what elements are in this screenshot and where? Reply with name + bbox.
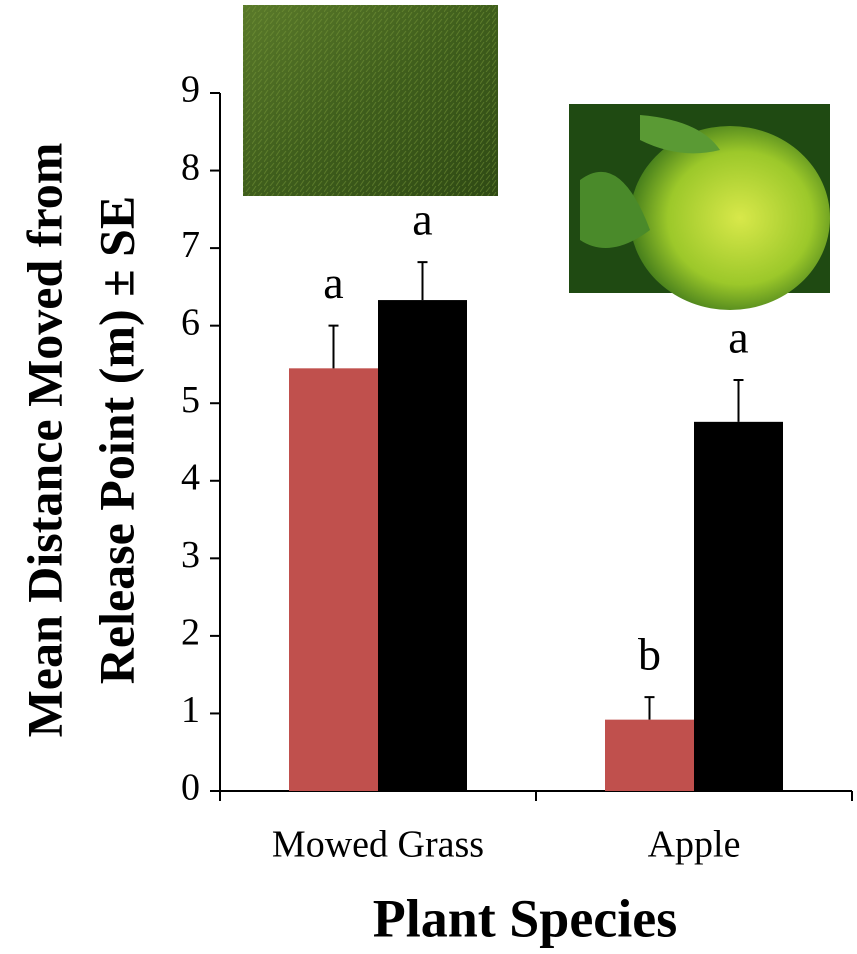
y-tick-label: 0 [181,767,200,809]
significance-letter: a [412,194,432,245]
y-tick-label: 2 [181,612,200,654]
significance-letter: b [638,629,661,680]
x-tick-label: Apple [648,824,741,866]
y-tick-label: 3 [181,534,200,576]
bar [378,300,467,791]
error-bar [645,697,655,719]
error-bar [734,380,744,422]
chart: Mean Distance Moved from Release Point (… [0,0,857,954]
x-axis-title: Plant Species [373,888,678,948]
bar [694,422,783,791]
bar [605,720,694,791]
bar [289,368,378,791]
x-tick-label: Mowed Grass [272,824,484,866]
y-tick-label: 8 [181,146,200,188]
y-tick-label: 5 [181,379,200,421]
y-tick-label: 9 [181,69,200,111]
error-bar [418,262,428,300]
significance-letter: a [728,312,748,363]
y-axis-title: Release Point (m) ± SE [88,196,144,684]
y-tick-label: 4 [181,456,200,498]
grass-photo [243,5,498,196]
error-bar [329,326,339,369]
y-tick-label: 1 [181,689,200,731]
y-axis-title: Mean Distance Moved from [16,143,72,738]
significance-letter: a [323,257,343,308]
y-tick-label: 7 [181,224,200,266]
apple-photo [569,104,830,310]
y-tick-label: 6 [181,301,200,343]
